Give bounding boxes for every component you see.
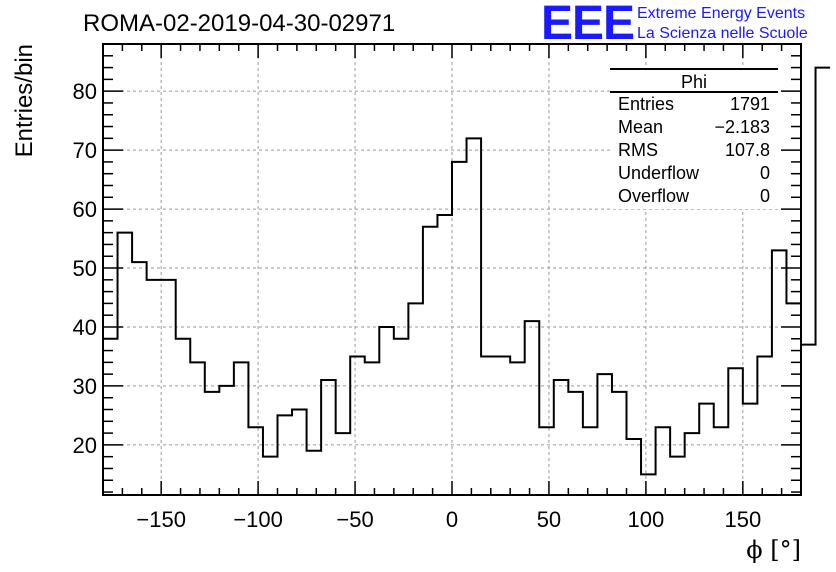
stats-row-label: Mean [618,117,663,137]
stats-row-value: 0 [760,186,770,206]
stats-row-value: −2.183 [714,117,770,137]
eee-logo: EEE [541,0,635,50]
x-tick-labels: −150 −100 −50 0 50 100 150 [136,507,761,532]
histogram-title: ROMA-02-2019-04-30-02971 [83,10,396,37]
x-tick-label: 150 [724,507,761,532]
y-tick-label: 20 [73,433,97,458]
y-tick-label: 50 [73,256,97,281]
x-tick-label: 50 [537,507,561,532]
axis-ticks [102,43,802,495]
histogram-step-line [103,66,831,476]
stats-row-value: 0 [760,163,770,183]
y-tick-label: 80 [73,79,97,104]
stats-row-label: RMS [618,140,658,160]
stats-row-label: Overflow [618,186,690,206]
x-tick-label: 100 [628,507,665,532]
y-axis-label: Entries/bin [11,44,38,157]
x-tick-label: −150 [136,507,186,532]
stats-box: Phi Entries 1791 Mean −2.183 RMS 107.8 Underfl… [610,68,778,209]
x-axis-label: ϕ [°] [746,536,801,564]
stats-box-title: Phi [681,72,707,92]
y-tick-label: 30 [73,374,97,399]
stats-row-label: Underflow [618,163,700,183]
stats-row-value: 1791 [730,94,770,114]
y-tick-label: 70 [73,138,97,163]
y-tick-label: 60 [73,197,97,222]
logo-line-2: La Scienza nelle Scuole [637,25,808,42]
x-tick-label: 0 [446,507,458,532]
logo-line-1: Extreme Energy Events [637,5,806,22]
stats-row-label: Entries [618,94,674,114]
y-tick-labels: 20 30 40 50 60 70 80 [73,79,97,458]
stats-row-value: 107.8 [725,140,770,160]
stats-box-rows: Entries 1791 Mean −2.183 RMS 107.8 Underflow 0 O… [618,94,770,206]
logo-caption: Extreme Energy Events La Scienza nelle S… [637,4,808,44]
y-tick-label: 40 [73,315,97,340]
x-tick-label: −100 [233,507,283,532]
x-tick-label: −50 [336,507,373,532]
